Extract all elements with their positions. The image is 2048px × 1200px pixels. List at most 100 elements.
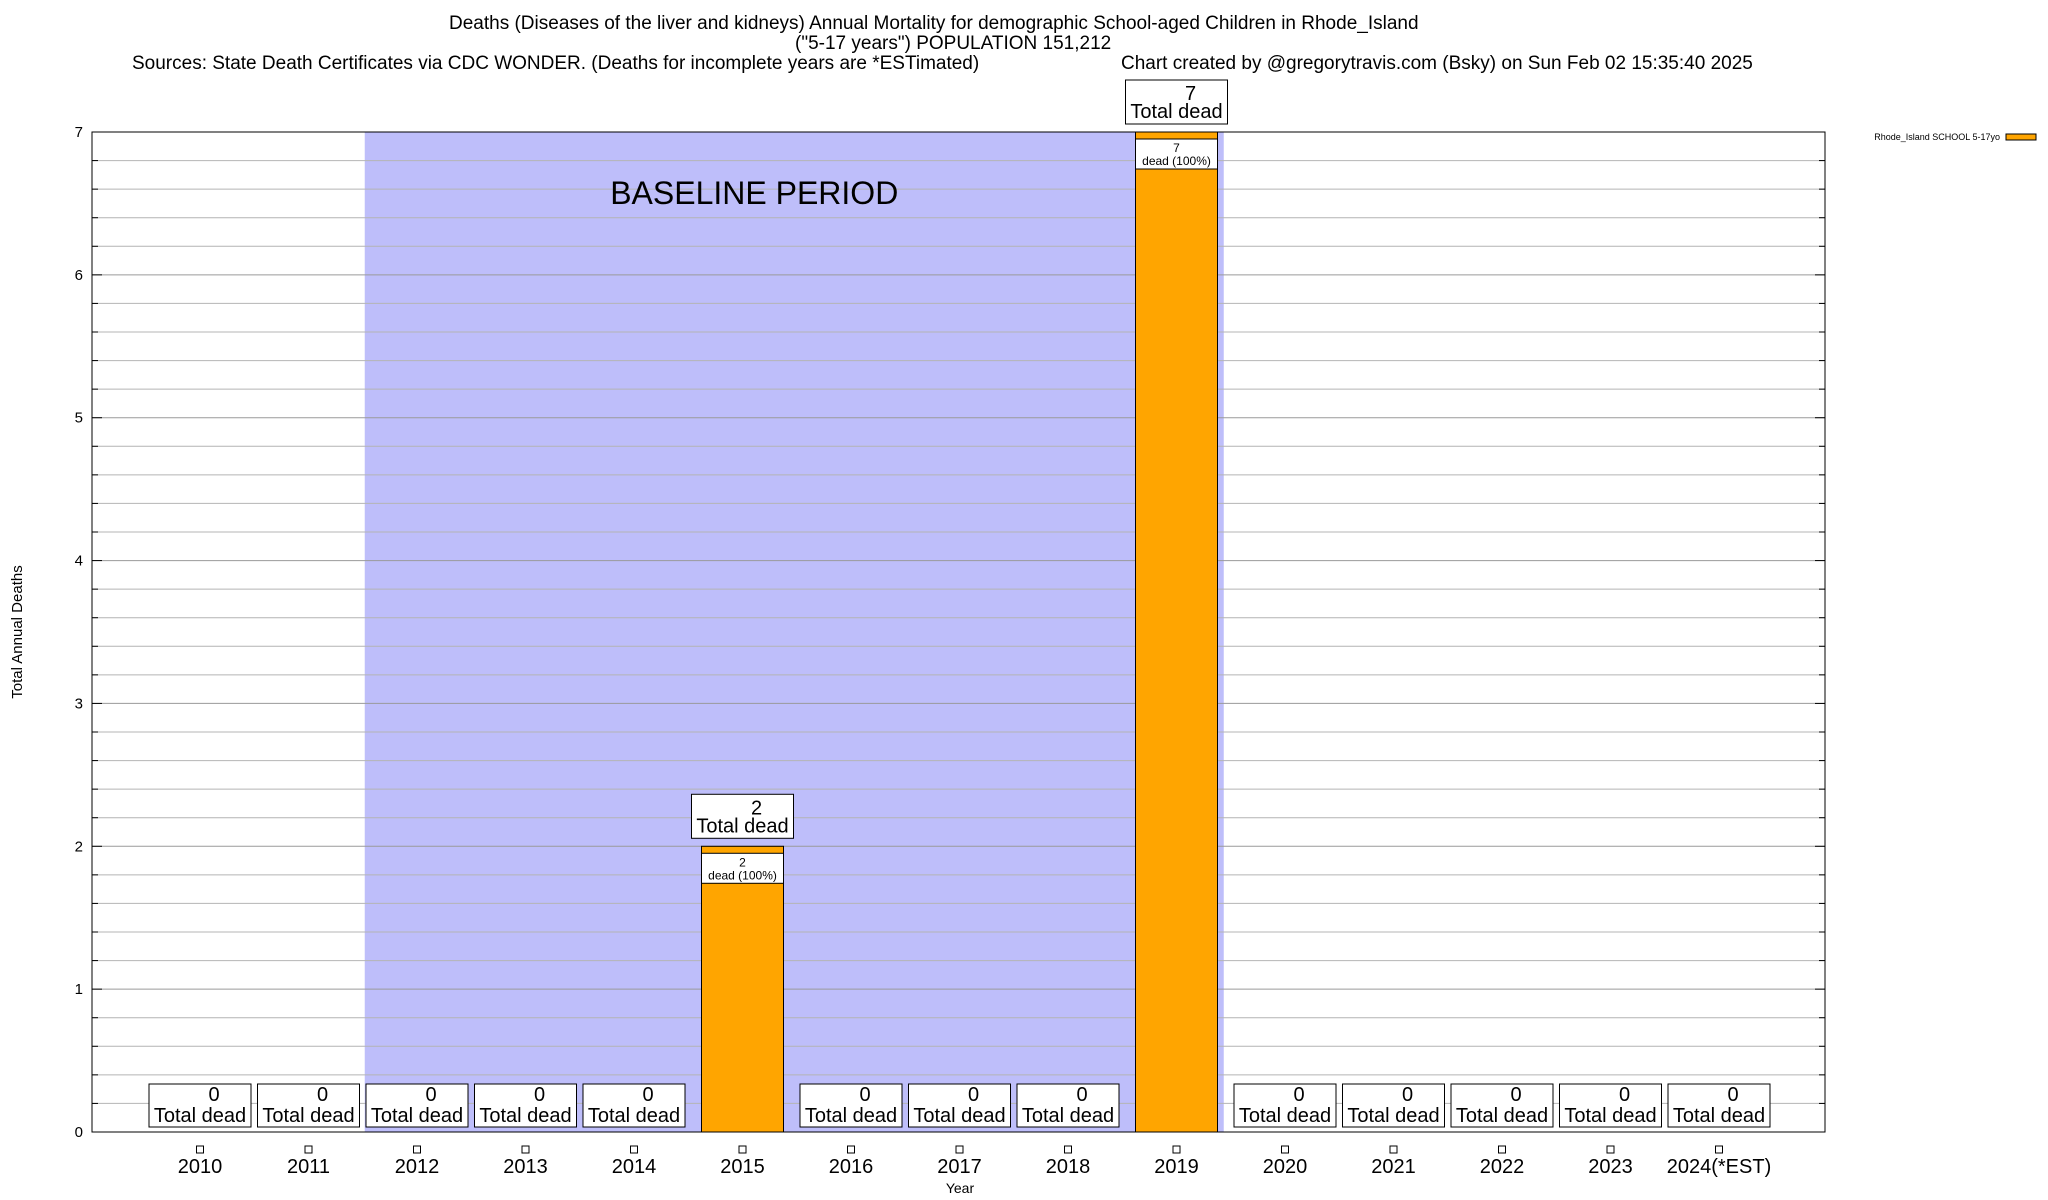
total-label-box <box>691 793 794 839</box>
total-label-text: Total dead <box>696 815 788 837</box>
bar-2019 <box>1135 131 1218 1133</box>
segment-label-box <box>701 852 784 884</box>
x-tick-label: 2024(*EST) <box>1667 1156 1772 1178</box>
total-label-value: 0 <box>968 1084 979 1106</box>
zero-label-box <box>1342 1083 1445 1128</box>
zero-label-box <box>1016 1083 1120 1128</box>
total-label-text: Total dead <box>1130 101 1222 123</box>
x-tick-label: 2017 <box>937 1156 982 1178</box>
total-label-value: 0 <box>1727 1084 1738 1106</box>
legend-swatch <box>2005 133 2037 141</box>
total-label-text: Total dead <box>1456 1105 1548 1127</box>
plot-border <box>91 131 1826 1133</box>
zero-label-box <box>582 1083 686 1128</box>
chart-credit: Chart created by @gregorytravis.com (Bsk… <box>1121 53 1753 74</box>
total-label-value: 0 <box>859 1084 870 1106</box>
segment-label-text: dead (100%) <box>1142 154 1211 168</box>
zero-label-box <box>799 1083 903 1128</box>
y-tick-label: 5 <box>75 410 83 427</box>
segment-label-value: 2 <box>739 855 746 869</box>
zero-label-box <box>257 1083 360 1128</box>
zero-label-box <box>365 1083 469 1128</box>
x-tick-marker <box>955 1145 964 1154</box>
x-tick-label: 2012 <box>395 1156 440 1178</box>
x-tick-marker <box>196 1145 204 1154</box>
segment-label-text: dead (100%) <box>708 868 777 882</box>
y-tick-label: 3 <box>75 695 83 712</box>
total-label-value: 0 <box>208 1084 219 1106</box>
x-tick-label: 2013 <box>503 1156 548 1178</box>
total-label-text: Total dead <box>1564 1105 1656 1127</box>
total-label-box <box>1125 79 1228 125</box>
bar-2015 <box>701 845 784 1133</box>
x-tick-marker <box>630 1145 638 1154</box>
x-tick-marker <box>304 1145 313 1154</box>
zero-label-box <box>1559 1083 1662 1128</box>
x-tick-label: 2018 <box>1046 1156 1091 1178</box>
x-tick-label: 2023 <box>1588 1156 1633 1178</box>
chart-title-line1: Deaths (Diseases of the liver and kidney… <box>449 13 1419 34</box>
x-tick-marker <box>413 1145 421 1154</box>
total-label-text: Total dead <box>1673 1105 1765 1127</box>
zero-label-box <box>474 1083 577 1128</box>
total-label-value: 7 <box>1185 83 1196 105</box>
total-label-value: 0 <box>1510 1084 1521 1106</box>
total-label-value: 0 <box>425 1084 436 1106</box>
total-label-text: Total dead <box>371 1105 463 1127</box>
total-label-value: 0 <box>1619 1084 1630 1106</box>
x-tick-marker <box>1498 1145 1506 1154</box>
zero-label-box <box>1233 1083 1337 1128</box>
x-tick-marker <box>1172 1145 1181 1154</box>
x-tick-marker <box>521 1145 530 1154</box>
y-tick-label: 7 <box>75 124 83 141</box>
x-tick-marker <box>1389 1145 1398 1154</box>
x-tick-marker <box>738 1145 747 1154</box>
x-tick-label: 2016 <box>829 1156 874 1178</box>
y-tick-label: 4 <box>75 553 83 570</box>
x-tick-marker <box>1715 1145 1723 1154</box>
segment-label-value: 7 <box>1173 141 1180 155</box>
x-tick-label: 2019 <box>1154 1156 1199 1178</box>
zero-label-box <box>1667 1083 1771 1128</box>
x-tick-label: 2022 <box>1480 1156 1525 1178</box>
zero-label-box <box>1450 1083 1554 1128</box>
x-tick-label: 2015 <box>720 1156 765 1178</box>
total-label-value: 0 <box>1076 1084 1087 1106</box>
x-tick-label: 2010 <box>178 1156 223 1178</box>
baseline-period-shading <box>364 132 1224 1132</box>
total-label-text: Total dead <box>805 1105 897 1127</box>
baseline-period-label: BASELINE PERIOD <box>610 175 898 211</box>
zero-label-box <box>148 1083 252 1128</box>
segment-label-box <box>1135 138 1218 170</box>
total-label-value: 0 <box>642 1084 653 1106</box>
total-label-text: Total dead <box>1347 1105 1439 1127</box>
x-tick-label: 2011 <box>287 1156 330 1178</box>
total-label-text: Total dead <box>913 1105 1005 1127</box>
total-label-value: 0 <box>534 1084 545 1106</box>
x-tick-label: 2020 <box>1263 1156 1308 1178</box>
y-tick-label: 1 <box>75 981 83 998</box>
total-label-text: Total dead <box>588 1105 680 1127</box>
x-tick-marker <box>1281 1145 1289 1154</box>
total-label-text: Total dead <box>262 1105 354 1127</box>
chart-title-line2: ("5-17 years") POPULATION 151,212 <box>795 33 1112 54</box>
total-label-text: Total dead <box>1022 1105 1114 1127</box>
legend-label: Rhode_Island SCHOOL 5-17yo <box>1874 132 2000 142</box>
x-tick-marker <box>1606 1145 1615 1154</box>
y-tick-label: 0 <box>75 1124 83 1141</box>
y-tick-label: 6 <box>75 267 83 284</box>
x-tick-label: 2014 <box>612 1156 657 1178</box>
total-label-text: Total dead <box>154 1105 246 1127</box>
x-tick-marker <box>847 1145 855 1154</box>
x-tick-marker <box>1064 1145 1072 1154</box>
zero-label-box <box>908 1083 1011 1128</box>
total-label-value: 0 <box>1402 1084 1413 1106</box>
total-label-text: Total dead <box>1239 1105 1331 1127</box>
x-axis-label: Year <box>946 1180 975 1196</box>
total-label-text: Total dead <box>479 1105 571 1127</box>
total-label-value: 0 <box>317 1084 328 1106</box>
y-axis-label: Total Annual Deaths <box>9 565 26 698</box>
total-label-value: 2 <box>751 797 762 819</box>
y-tick-label: 2 <box>75 838 83 855</box>
